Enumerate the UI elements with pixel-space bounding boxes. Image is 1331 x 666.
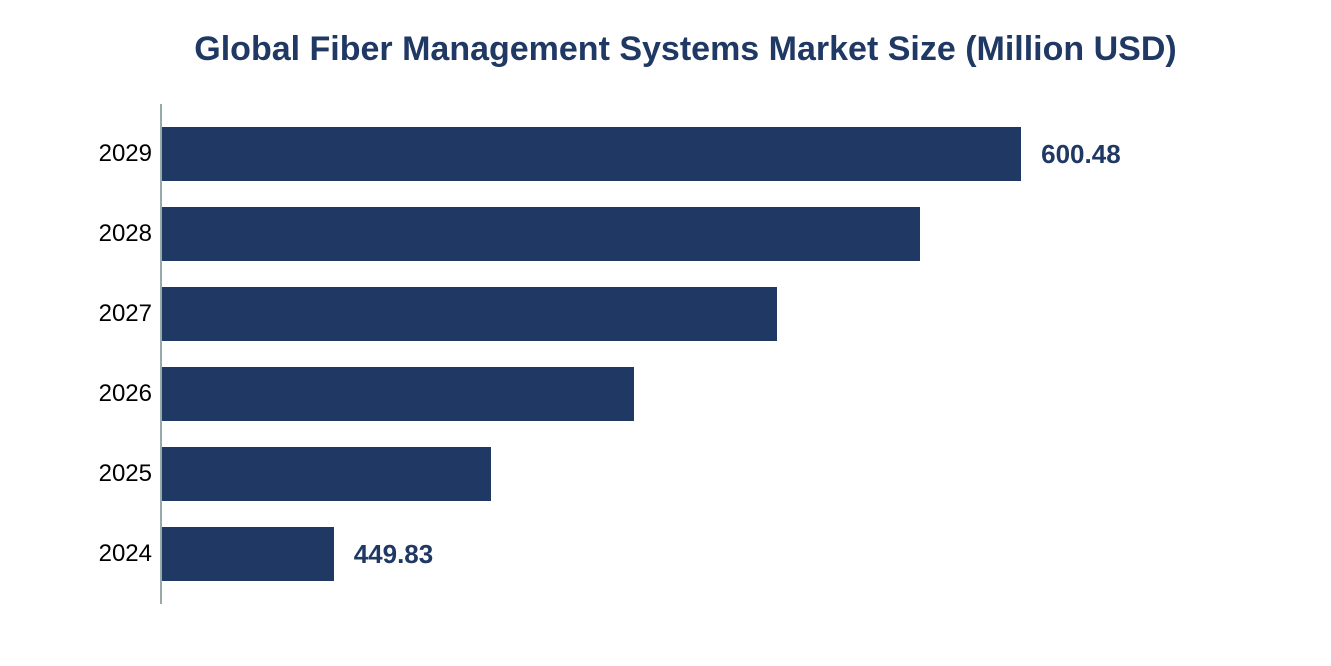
bar xyxy=(162,367,634,421)
bar xyxy=(162,127,1021,181)
bar xyxy=(162,207,920,261)
chart-title: Global Fiber Management Systems Market S… xyxy=(80,30,1291,69)
bar-value-label: 449.83 xyxy=(354,539,434,570)
bar-row: 2025 xyxy=(162,434,1291,514)
y-axis-label: 2027 xyxy=(72,300,152,328)
plot-area: 2029 600.48 2028 2027 2026 2025 2024 xyxy=(160,104,1291,604)
bar xyxy=(162,447,491,501)
bar xyxy=(162,287,777,341)
bar-row: 2029 600.48 xyxy=(162,114,1291,194)
bar-row: 2028 xyxy=(162,194,1291,274)
bar-row: 2026 xyxy=(162,354,1291,434)
y-axis-label: 2029 xyxy=(72,140,152,168)
bar-row: 2024 449.83 xyxy=(162,514,1291,594)
bar-value-label: 600.48 xyxy=(1041,139,1121,170)
bar xyxy=(162,527,334,581)
y-axis-label: 2024 xyxy=(72,540,152,568)
y-axis-label: 2028 xyxy=(72,220,152,248)
bar-row: 2027 xyxy=(162,274,1291,354)
chart-container: Global Fiber Management Systems Market S… xyxy=(0,0,1331,644)
y-axis-label: 2026 xyxy=(72,380,152,408)
y-axis-label: 2025 xyxy=(72,460,152,488)
